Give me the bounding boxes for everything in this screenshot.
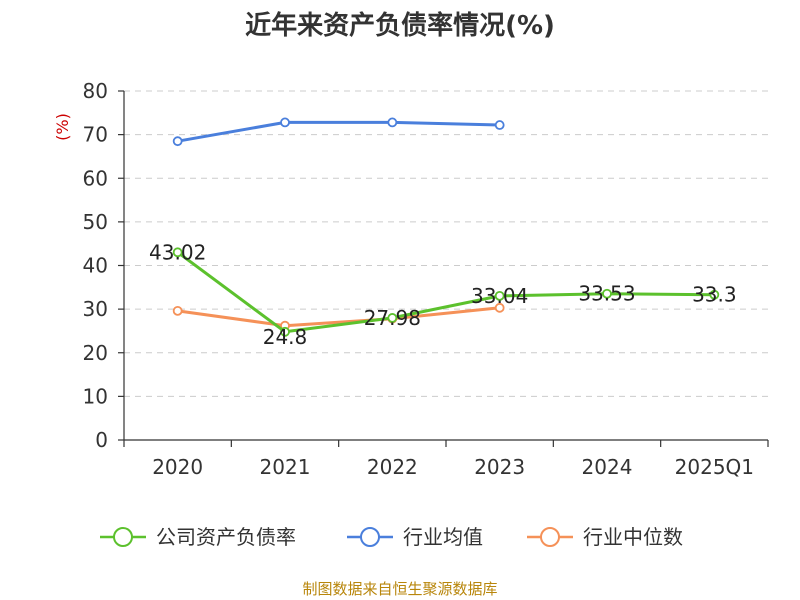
data-point: [494, 302, 505, 313]
x-tick-label: 2025Q1: [675, 455, 754, 479]
data-point: [387, 313, 398, 323]
y-tick-label: 20: [83, 341, 108, 365]
y-tick-label: 70: [83, 123, 108, 147]
y-tick-label: 0: [95, 428, 108, 452]
x-tick-label: 2020: [152, 455, 203, 479]
data-label: 33.53: [578, 282, 635, 306]
data-point: [172, 305, 183, 316]
data-point: [280, 326, 290, 337]
data-point: [494, 290, 505, 301]
grid-layer: [124, 90, 768, 397]
data-label: 43.02: [149, 240, 206, 264]
x-tick-label: 2023: [474, 455, 525, 479]
series-line: [176, 120, 502, 143]
legend-swatch-marker: [540, 527, 560, 547]
data-label: 24.8: [263, 325, 308, 349]
data-label: 27.98: [364, 306, 421, 330]
data-point: [172, 247, 183, 258]
legend-swatch-marker: [360, 527, 380, 547]
legend-label: 行业中位数: [583, 525, 683, 549]
data-point: [280, 117, 290, 128]
y-tick-label: 60: [83, 166, 108, 190]
axis-layer: 0 10 20 30 40 50 60 70 80 2020 2021 2022 2023 2024 202…: [83, 79, 769, 479]
y-axis-unit-label: (%): [53, 113, 72, 141]
y-tick-label: 80: [83, 79, 108, 103]
legend-label: 公司资产负债率: [156, 525, 296, 549]
data-point: [172, 136, 183, 147]
data-label: 33.3: [692, 283, 737, 307]
y-tick-label: 10: [83, 384, 108, 408]
y-tick-label: 30: [83, 297, 108, 321]
data-label-layer: 43.02 24.8 27.98 33.04 33.53 33.3: [149, 240, 737, 348]
y-tick-label: 40: [83, 254, 108, 278]
x-tick-label: 2021: [260, 455, 311, 479]
legend-label: 行业均值: [403, 525, 483, 549]
legend: 公司资产负债率 行业均值 行业中位数: [100, 525, 683, 549]
y-tick-label: 50: [83, 210, 108, 234]
data-source-note: 制图数据来自恒生聚源数据库: [302, 580, 497, 598]
series-line: [176, 306, 502, 328]
data-point: [709, 289, 720, 300]
series-line: [176, 250, 716, 334]
chart-title: 近年来资产负债率情况(%): [245, 10, 555, 41]
data-point: [602, 288, 612, 299]
series-layer: [172, 117, 720, 337]
legend-swatch-marker: [113, 527, 133, 547]
data-point: [387, 117, 398, 128]
data-label: 33.04: [471, 284, 528, 308]
x-tick-label: 2024: [582, 455, 633, 479]
data-point: [494, 120, 505, 130]
x-tick-label: 2022: [367, 455, 418, 479]
